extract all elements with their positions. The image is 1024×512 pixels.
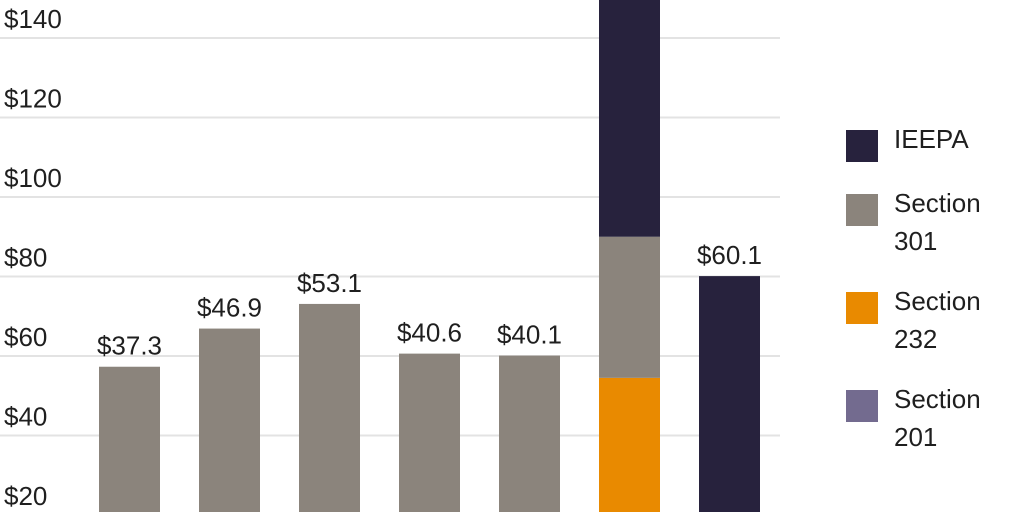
y-tick-label: $40: [4, 402, 47, 432]
legend-label-section-232: Section 232: [894, 286, 981, 354]
y-tick-label: $60: [4, 322, 47, 352]
bar-segment-section-301: [99, 366, 160, 512]
bar-segment-section-301: [299, 303, 360, 512]
bar-segment-section-301: [599, 236, 660, 378]
y-tick-label: $80: [4, 243, 47, 273]
legend-swatch-section-232: [846, 292, 878, 324]
y-tick-label: $120: [4, 84, 62, 114]
labels-layer: $20 $40 $60 $80 $100 $120 $140 $37.3 $46.9 $53.1 $…: [4, 4, 762, 511]
y-tick-label: $100: [4, 163, 62, 193]
legend-label-section-301: Section 301: [894, 188, 981, 256]
legend-label-section-201: Section 201: [894, 384, 981, 452]
legend: IEEPA Section 301 Section 232 Section 20…: [846, 120, 1021, 478]
bar-segment-ieepa: [599, 0, 660, 237]
legend-item-section-232: Section 232: [846, 282, 1021, 358]
y-tick-label: $20: [4, 481, 47, 511]
legend-item-section-201: Section 201: [846, 380, 1021, 456]
bar-data-label: $60.1: [697, 240, 762, 270]
bar-segment-section-232: [599, 377, 660, 512]
bar-segment-ieepa: [699, 276, 760, 512]
y-tick-label: $140: [4, 4, 62, 34]
legend-label-ieepa: IEEPA: [894, 124, 969, 154]
bar-data-label: $37.3: [97, 331, 162, 361]
legend-item-ieepa: IEEPA: [846, 120, 1021, 162]
legend-swatch-section-301: [846, 194, 878, 226]
legend-swatch-section-201: [846, 390, 878, 422]
bar-data-label: $53.1: [297, 268, 362, 298]
bar-segment-section-301: [499, 355, 560, 512]
bar-segment-section-301: [199, 328, 260, 512]
legend-item-section-301: Section 301: [846, 184, 1021, 260]
bars-layer: [99, 0, 760, 512]
bar-segment-section-301: [399, 353, 460, 512]
bar-data-label: $46.9: [197, 293, 262, 323]
legend-swatch-ieepa: [846, 130, 878, 162]
bar-data-label: $40.6: [397, 318, 462, 348]
bar-data-label: $40.1: [497, 320, 562, 350]
